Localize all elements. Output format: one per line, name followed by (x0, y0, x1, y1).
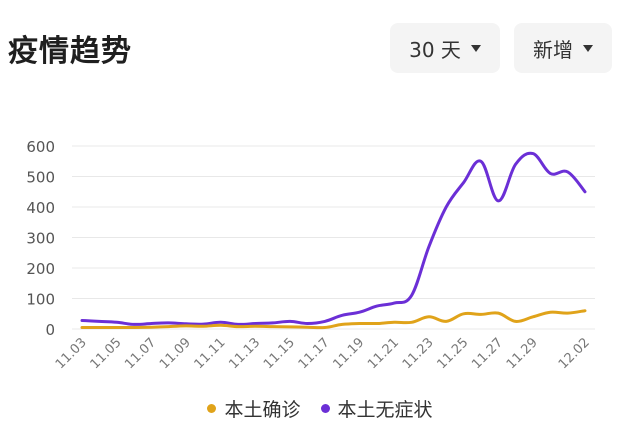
time-range-label: 30 天 (409, 37, 461, 62)
caret-down-icon (583, 44, 593, 52)
x-tick-label: 11.17 (296, 335, 333, 372)
time-range-dropdown[interactable]: 30 天 (390, 23, 500, 73)
x-tick-label: 11.13 (226, 335, 263, 372)
y-tick-label: 0 (45, 321, 55, 339)
y-tick-label: 600 (26, 138, 55, 156)
x-tick-label: 11.29 (504, 335, 541, 372)
metric-label: 新增 (533, 37, 573, 62)
legend-label: 本土确诊 (224, 399, 301, 421)
y-tick-label: 500 (26, 169, 55, 187)
series-line-local-asymptomatic (80, 151, 587, 326)
legend-item-local-asymptomatic[interactable]: 本土无症状 (320, 395, 433, 422)
x-tick-label: 11.09 (157, 335, 194, 372)
y-tick-label: 300 (26, 230, 55, 248)
page-title: 疫情趋势 (8, 34, 132, 69)
metric-dropdown[interactable]: 新增 (514, 23, 612, 73)
chart-legend: 本土确诊 本土无症状 (0, 395, 640, 422)
x-tick-label: 12.02 (556, 335, 593, 372)
y-tick-label: 100 (26, 291, 55, 309)
legend-dot-icon (207, 404, 217, 413)
legend-item-local-confirmed[interactable]: 本土确诊 (207, 395, 301, 422)
x-tick-label: 11.27 (469, 335, 506, 372)
legend-dot-icon (320, 404, 330, 413)
caret-down-icon (470, 44, 481, 52)
x-tick-label: 11.07 (122, 335, 159, 372)
y-tick-label: 400 (26, 199, 55, 217)
x-tick-label: 11.23 (400, 335, 437, 372)
x-tick-label: 11.11 (192, 335, 229, 372)
x-tick-label: 11.15 (261, 335, 298, 372)
x-tick-label: 11.03 (53, 335, 90, 372)
x-tick-label: 11.21 (365, 335, 402, 372)
series-line-local-confirmed (80, 309, 587, 330)
x-tick-label: 11.19 (330, 335, 367, 372)
y-tick-label: 200 (26, 260, 55, 278)
x-tick-label: 11.05 (88, 335, 125, 372)
legend-label: 本土无症状 (337, 399, 433, 421)
x-tick-label: 11.25 (434, 335, 471, 372)
